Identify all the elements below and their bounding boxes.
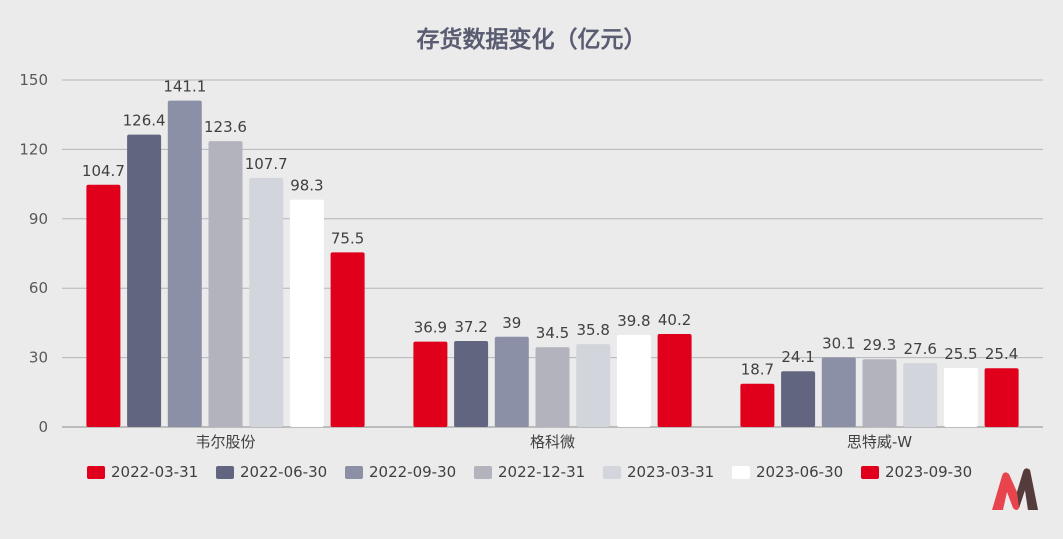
data-label: 35.8 <box>576 321 609 339</box>
data-label: 29.3 <box>863 336 896 354</box>
brand-m-logo-icon <box>992 468 1038 510</box>
bar <box>289 199 324 427</box>
data-label: 107.7 <box>245 155 288 173</box>
bar <box>249 177 284 427</box>
data-label: 18.7 <box>741 361 774 379</box>
bar <box>330 252 365 427</box>
bar <box>86 184 121 427</box>
bar <box>781 371 816 427</box>
legend-swatch <box>603 466 621 479</box>
data-label: 141.1 <box>163 78 206 96</box>
data-label: 30.1 <box>822 334 855 352</box>
data-label: 104.7 <box>82 162 125 180</box>
data-label: 34.5 <box>536 324 569 342</box>
bar <box>943 368 978 427</box>
legend-swatch <box>87 466 105 479</box>
legend-label: 2022-03-31 <box>111 463 198 481</box>
category-label: 格科微 <box>530 433 575 451</box>
data-label: 27.6 <box>903 340 936 358</box>
bar <box>616 334 651 427</box>
bars <box>86 100 1019 427</box>
bar <box>413 341 448 427</box>
chart-title: 存货数据变化（亿元） <box>416 27 647 53</box>
y-tick-label: 0 <box>38 418 48 436</box>
category-labels: 韦尔股份 格科微 思特威-W <box>195 433 912 451</box>
legend-label: 2023-09-30 <box>885 463 972 481</box>
data-label: 25.4 <box>985 345 1018 363</box>
bar <box>535 347 570 427</box>
data-label: 39.8 <box>617 312 650 330</box>
data-label: 75.5 <box>331 229 364 247</box>
category-label: 韦尔股份 <box>195 433 255 451</box>
bar <box>740 383 775 427</box>
y-tick-label: 90 <box>29 210 48 228</box>
data-label: 98.3 <box>290 177 323 195</box>
data-label: 123.6 <box>204 118 247 136</box>
bar <box>127 134 162 427</box>
data-label: 24.1 <box>781 348 814 366</box>
legend: 2022-03-31 2022-06-30 2022-09-30 2022-12-31… <box>87 463 972 481</box>
data-labels: 104.7 126.4 141.1 123.6 107.798.3 75.5 36.9 37.… <box>82 78 1018 379</box>
y-tick-label: 150 <box>19 71 48 89</box>
data-label: 36.9 <box>414 319 447 337</box>
data-label: 37.2 <box>454 318 487 336</box>
legend-swatch <box>732 466 750 479</box>
legend-swatch <box>216 466 234 479</box>
bar <box>657 334 692 427</box>
legend-label: 2023-06-30 <box>756 463 843 481</box>
bar <box>454 340 489 427</box>
legend-swatch <box>861 466 879 479</box>
y-tick-label: 30 <box>29 349 48 367</box>
legend-label: 2022-12-31 <box>498 463 585 481</box>
legend-swatch <box>474 466 492 479</box>
legend-swatch <box>345 466 363 479</box>
data-label: 126.4 <box>123 112 166 130</box>
bar <box>494 336 529 427</box>
y-axis-ticks: 0 30 60 90 120 150 <box>19 71 48 436</box>
bar <box>903 363 938 427</box>
data-label: 40.2 <box>658 311 691 329</box>
data-label: 25.5 <box>944 345 977 363</box>
bar <box>984 368 1019 427</box>
legend-label: 2022-09-30 <box>369 463 456 481</box>
bar <box>208 141 243 427</box>
bar <box>576 344 611 427</box>
legend-label: 2023-03-31 <box>627 463 714 481</box>
legend-label: 2022-06-30 <box>240 463 327 481</box>
y-tick-label: 120 <box>19 140 48 158</box>
data-label: 39 <box>502 314 521 332</box>
bar <box>821 357 856 427</box>
bar <box>862 359 897 427</box>
y-tick-label: 60 <box>29 279 48 297</box>
bar <box>167 100 202 427</box>
category-label: 思特威-W <box>847 433 912 451</box>
